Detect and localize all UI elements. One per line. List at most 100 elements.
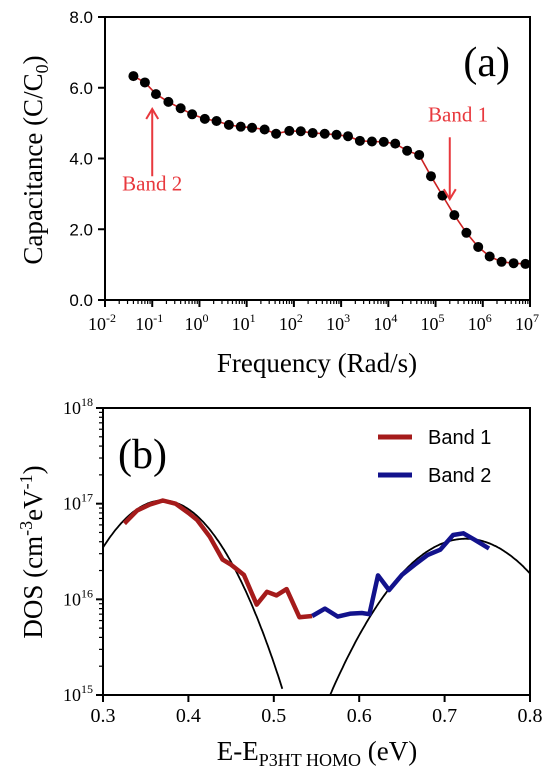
panel-b-y-label-sup1: -3 (16, 521, 36, 536)
y-tick-label: 8.0 (69, 8, 93, 27)
data-point (223, 119, 234, 130)
data-point (496, 256, 507, 267)
data-point (307, 128, 318, 139)
data-point (199, 113, 210, 124)
y-tick-label: 4.0 (69, 150, 93, 169)
data-point (271, 128, 282, 139)
y-tick-label: 6.0 (69, 79, 93, 98)
x-tick-label: 0.6 (347, 705, 372, 727)
panel-b-y-label-sup2: -1 (16, 474, 36, 489)
x-tick-label: 10-2 (88, 311, 116, 334)
x-tick-exponent: 6 (486, 311, 492, 325)
y-tick-base: 10 (63, 398, 81, 418)
panel-b-frame (102, 407, 531, 696)
data-point (437, 190, 448, 201)
data-point (331, 129, 342, 140)
panel-b-x-label-close: (eV) (361, 736, 417, 766)
x-tick-label: 0.7 (432, 705, 457, 727)
annotation-arrow-head (145, 107, 160, 120)
y-tick-exponent: 15 (81, 682, 93, 696)
legend-label: Band 1 (428, 427, 491, 449)
x-tick-exponent: -2 (106, 311, 116, 325)
data-point (295, 126, 306, 137)
series-line-band-2 (311, 531, 491, 619)
x-tick-base: 10 (232, 314, 250, 334)
data-point (150, 89, 161, 100)
x-tick-base: 10 (135, 314, 153, 334)
data-point (247, 122, 258, 133)
x-tick-exponent: 5 (439, 311, 445, 325)
panel-b-x-label-main: E-E (217, 736, 259, 766)
data-point (211, 116, 222, 127)
x-tick-base: 10 (88, 314, 106, 334)
data-point (354, 135, 365, 146)
data-point (461, 227, 472, 238)
y-tick-label: 1018 (63, 395, 93, 418)
data-point (343, 131, 354, 142)
panel-a-y-label-sub: 0 (32, 64, 52, 73)
data-point (378, 136, 389, 147)
x-tick-label: 0.4 (176, 705, 201, 727)
x-tick-exponent: 7 (533, 311, 539, 325)
panel-a-data-points (128, 71, 531, 269)
data-point (319, 128, 330, 139)
data-point (139, 77, 150, 88)
panel-a-x-ticks: 10-2 10-1 100 101 102 103 104 105 106 107 (88, 300, 539, 334)
y-tick-exponent: 16 (81, 586, 93, 600)
gaussian-fit-1 (103, 499, 284, 690)
panel-a: 0.02.04.06.08.0 10-2 10-1 100 101 102 103 104 1… (18, 8, 539, 378)
series-line-band-1 (122, 498, 313, 620)
x-tick-label: 0.5 (261, 705, 286, 727)
data-point (402, 145, 413, 156)
panel-a-annotations: Band 1 Band 2 (122, 102, 488, 202)
gaussian-fit-2 (329, 537, 530, 695)
data-point (425, 171, 436, 182)
y-tick-label: 1016 (63, 586, 93, 609)
annotation-arrow-head (442, 188, 457, 202)
x-tick-exponent: 0 (202, 311, 208, 325)
panel-b-x-ticks: 0.3 0.4 0.5 0.6 0.7 0.8 (91, 695, 543, 727)
data-point (508, 258, 519, 269)
y-tick-exponent: 17 (81, 491, 93, 505)
panel-b-y-axis-label: DOS (cm-3eV-1) (16, 465, 48, 638)
data-point (128, 71, 139, 82)
x-tick-label: 107 (515, 311, 539, 334)
y-tick-label: 1017 (63, 491, 93, 514)
y-tick-exponent: 18 (81, 395, 93, 409)
x-tick-base: 10 (421, 314, 439, 334)
panel-b-x-label-sub: P3HT HOMO (259, 750, 361, 769)
data-point (414, 149, 425, 160)
y-tick-base: 10 (63, 589, 81, 609)
x-tick-exponent: 4 (391, 311, 397, 325)
panel-a-fit-line (133, 75, 526, 265)
x-tick-base: 10 (184, 314, 202, 334)
panel-b-x-axis-label: E-EP3HT HOMO (eV) (217, 736, 417, 769)
data-point (187, 109, 198, 120)
panel-b-y-label-main: DOS (cm (18, 536, 48, 639)
data-point (520, 258, 531, 269)
annotation-label: Band 1 (428, 102, 488, 126)
x-tick-base: 10 (373, 314, 391, 334)
x-tick-exponent: 3 (344, 311, 350, 325)
x-tick-base: 10 (468, 314, 486, 334)
x-tick-label: 101 (232, 311, 256, 334)
x-tick-label: 104 (373, 311, 397, 334)
data-point (366, 136, 377, 147)
x-tick-label: 103 (326, 311, 350, 334)
y-tick-label: 1015 (63, 682, 93, 705)
x-tick-base: 10 (279, 314, 297, 334)
panel-b-legend: Band 1 Band 2 (378, 427, 491, 487)
panel-a-y-label-main: Capacitance (C/C (18, 73, 48, 264)
x-tick-label: 0.8 (518, 705, 543, 727)
legend-label: Band 2 (428, 465, 491, 487)
y-tick-base: 10 (63, 685, 81, 705)
x-tick-label: 10-1 (135, 311, 163, 334)
x-tick-label: 106 (468, 311, 492, 334)
panel-a-x-axis-label: Frequency (Rad/s) (217, 348, 417, 378)
x-tick-label: 0.3 (91, 705, 116, 727)
data-point (284, 125, 295, 136)
x-tick-exponent: 1 (250, 311, 256, 325)
x-tick-label: 105 (421, 311, 445, 334)
